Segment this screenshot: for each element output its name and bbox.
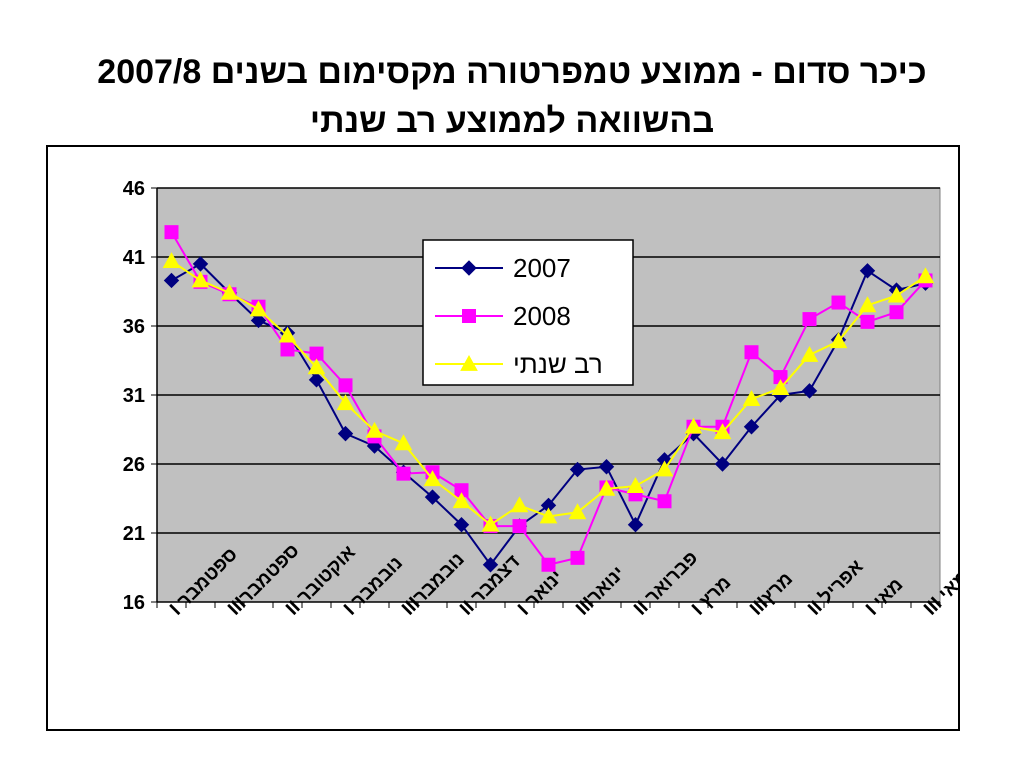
data-point-series-0 xyxy=(859,263,876,279)
data-point-series-2 xyxy=(800,345,819,362)
data-point-series-1 xyxy=(541,557,556,572)
data-point-series-0 xyxy=(192,256,209,272)
data-point-series-2 xyxy=(597,479,616,496)
data-point-series-0 xyxy=(714,456,731,472)
data-point-series-2 xyxy=(510,496,529,513)
data-point-series-2 xyxy=(249,300,268,317)
data-point-series-2 xyxy=(829,332,848,349)
data-point-series-1 xyxy=(338,378,353,393)
data-point-series-2 xyxy=(423,470,442,487)
y-tick-label: 36 xyxy=(123,316,145,338)
data-point-series-0 xyxy=(250,312,267,329)
data-point-series-0 xyxy=(424,489,441,505)
data-point-series-2 xyxy=(887,286,906,303)
data-point-series-2 xyxy=(916,267,935,284)
chart-title-line2: בהשוואה לממוצע רב שנתי xyxy=(309,102,715,140)
data-point-series-0 xyxy=(743,419,760,435)
data-point-series-2 xyxy=(336,394,355,411)
data-point-series-2 xyxy=(858,296,877,313)
data-point-series-2 xyxy=(365,421,384,438)
data-point-series-1 xyxy=(280,342,295,357)
legend-marker xyxy=(461,260,477,276)
data-point-series-2 xyxy=(626,477,645,493)
data-point-series-1 xyxy=(889,305,904,320)
data-point-series-2 xyxy=(771,379,790,395)
data-point-series-0 xyxy=(801,383,818,399)
data-point-series-1 xyxy=(164,225,179,240)
data-point-series-2 xyxy=(162,252,181,269)
data-point-series-1 xyxy=(744,345,759,360)
legend-marker xyxy=(462,309,476,323)
data-point-series-2 xyxy=(307,358,326,375)
chart-frame: 46 41 36 31 26 21 16 ספטמבר I ספטמברIII אוקטובר I… xyxy=(46,145,960,731)
data-point-series-2 xyxy=(684,417,703,434)
data-point-series-1 xyxy=(309,346,324,361)
data-point-series-2 xyxy=(191,271,210,288)
data-point-series-2 xyxy=(742,390,761,407)
data-point-series-2 xyxy=(220,283,239,300)
data-point-series-0 xyxy=(482,557,499,573)
y-tick-label: 46 xyxy=(123,178,145,200)
data-point-series-2 xyxy=(568,503,587,520)
data-point-series-1 xyxy=(657,494,672,509)
data-point-series-0 xyxy=(453,517,470,533)
data-point-series-0 xyxy=(163,272,180,289)
data-point-series-2 xyxy=(539,507,558,524)
data-point-series-0 xyxy=(569,461,586,478)
data-point-series-1 xyxy=(512,519,527,534)
legend-box xyxy=(422,239,634,386)
legend-label: 2007 xyxy=(513,253,571,283)
data-point-series-2 xyxy=(394,434,413,451)
data-point-series-0 xyxy=(627,517,644,533)
data-point-series-1 xyxy=(396,466,411,481)
data-point-series-2 xyxy=(481,515,500,532)
y-tick-label: 31 xyxy=(123,385,145,407)
chart-title-line1: כיכר סדום - ממוצע טמפרטורה מקסימום בשנים… xyxy=(97,53,927,91)
data-point-series-2 xyxy=(713,423,732,440)
data-point-series-0 xyxy=(337,425,354,442)
data-point-series-0 xyxy=(308,372,325,388)
y-tick-label: 16 xyxy=(123,592,145,614)
data-point-series-1 xyxy=(570,550,585,565)
legend-label: רב שנתי xyxy=(513,349,603,379)
data-point-series-0 xyxy=(598,459,615,475)
legend-marker xyxy=(460,354,478,371)
data-point-series-1 xyxy=(860,314,875,329)
data-point-series-1 xyxy=(831,295,846,310)
data-point-series-2 xyxy=(278,326,297,343)
y-tick-label: 41 xyxy=(123,247,145,269)
y-tick-label: 21 xyxy=(123,523,145,545)
data-point-series-2 xyxy=(655,460,674,477)
legend-label: 2008 xyxy=(513,301,571,331)
data-point-series-1 xyxy=(802,312,817,327)
y-tick-label: 26 xyxy=(123,454,145,476)
data-point-series-2 xyxy=(452,492,471,509)
